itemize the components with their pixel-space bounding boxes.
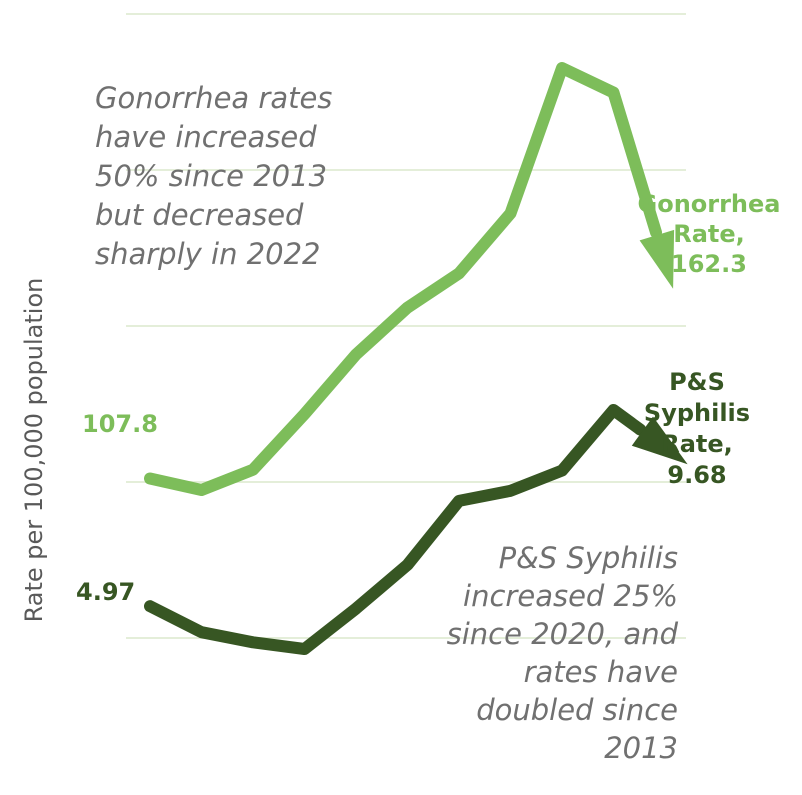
syphilis-end-label-2: Rate, [661, 430, 733, 458]
syphilis-end-label-1: Syphilis [644, 399, 750, 427]
syphilis-arrowhead [631, 416, 688, 465]
syphilis-annotation-line-5: 2013 [604, 731, 678, 765]
gonorrhea-end-label-0: Gonorrhea [638, 190, 781, 218]
series-line-syphilis [144, 404, 647, 655]
gonorrhea-annotation-line-2: 50% since 2013 [95, 159, 327, 193]
syphilis-end-label-3: 9.68 [667, 461, 726, 489]
gonorrhea-start-label: 107.8 [82, 410, 158, 438]
gonorrhea-annotation-line-3: but decreased [95, 198, 304, 232]
syphilis-annotation-line-1: increased 25% [463, 579, 678, 613]
syphilis-annotation-line-4: doubled since [476, 693, 678, 727]
syphilis-annotation-line-0: P&S Syphilis [499, 541, 678, 575]
gonorrhea-end-label-1: Rate, [673, 220, 745, 248]
syphilis-start-label: 4.97 [76, 578, 135, 606]
gonorrhea-end-label-2: 162.3 [671, 250, 747, 278]
syphilis-annotation-line-3: rates have [524, 655, 678, 689]
series-lines [144, 62, 688, 655]
syphilis-end-label-0: P&S [669, 368, 725, 396]
gonorrhea-annotation-line-4: sharply in 2022 [95, 237, 321, 271]
syphilis-annotation-line-2: since 2020, and [447, 617, 679, 651]
gonorrhea-arrowhead [639, 229, 675, 289]
labels: 107.8GonorrheaRate,162.34.97P&SSyphilisR… [76, 81, 781, 765]
y-axis-label: Rate per 100,000 population [20, 278, 48, 623]
gonorrhea-annotation-line-1: have increased [95, 120, 317, 154]
gonorrhea-annotation-line-0: Gonorrhea rates [95, 81, 332, 115]
